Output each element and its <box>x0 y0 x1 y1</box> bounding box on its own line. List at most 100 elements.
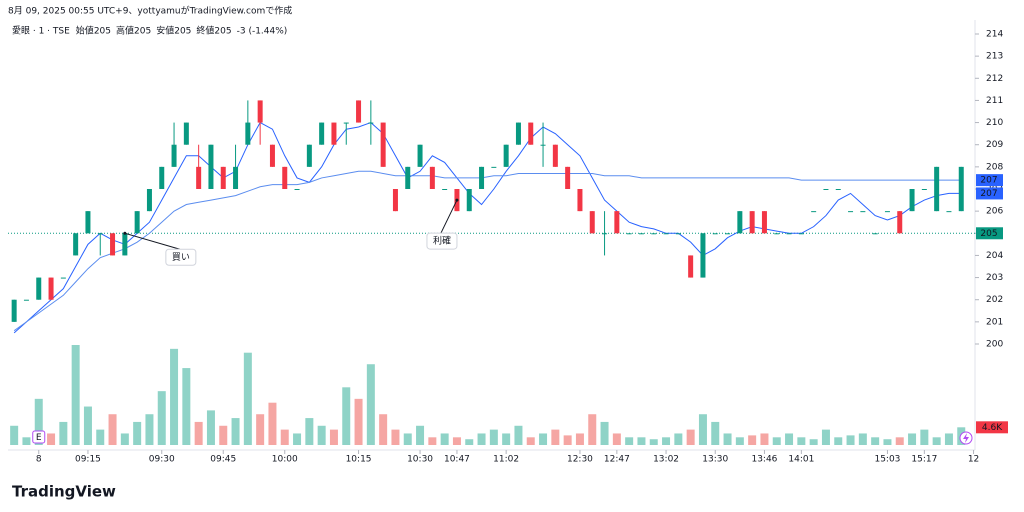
candle-body <box>835 189 841 190</box>
candle-body <box>466 189 472 212</box>
candle-body <box>552 144 558 167</box>
volume-bar <box>329 429 338 445</box>
caption: 8月 09, 2025 00:55 UTC+9、yottyamuがTrading… <box>8 5 292 17</box>
candle-body <box>798 233 804 235</box>
candle-body <box>233 166 239 189</box>
candle-body <box>884 211 890 213</box>
volume-bar <box>944 433 953 445</box>
candle-body <box>208 144 214 189</box>
volume-bar <box>908 433 917 445</box>
volume-bar <box>293 433 302 445</box>
candle-body <box>442 189 448 190</box>
volume-bar <box>588 414 597 445</box>
volume-bar <box>489 429 498 445</box>
x-tick-label: 14:01 <box>788 455 814 465</box>
candle-body <box>638 233 644 235</box>
volume-bar <box>428 437 437 445</box>
volume-bar <box>83 406 92 445</box>
candle-body <box>417 144 423 167</box>
volume-bar <box>895 437 904 445</box>
volume-bar <box>231 418 240 445</box>
volume-bar <box>47 433 56 445</box>
volume-bar <box>698 414 707 445</box>
volume-bar <box>686 429 695 445</box>
legend-text: 高値 <box>116 25 134 37</box>
volume-bar <box>809 439 818 445</box>
y-tick-label: 214 <box>986 30 1003 40</box>
volume-bar <box>834 437 843 445</box>
candle-body <box>946 211 952 213</box>
volume-bar <box>858 433 867 445</box>
candle-body <box>565 166 571 189</box>
volume-bar <box>575 433 584 445</box>
volume-bar <box>170 348 179 445</box>
volume-bar <box>846 435 855 445</box>
annotation-box <box>165 248 197 266</box>
volume-bar <box>243 352 252 445</box>
candle-body <box>737 211 743 234</box>
volume-bar <box>551 429 560 445</box>
legend-text: 205 <box>214 27 231 37</box>
y-tick-label: 208 <box>986 162 1003 172</box>
volume-bar <box>821 429 830 445</box>
ma-line <box>13 170 962 332</box>
volume-bar <box>797 437 806 445</box>
y-tick-label: 201 <box>986 317 1003 327</box>
volume-bar <box>34 398 43 445</box>
volume-bar <box>539 433 548 445</box>
volume-bar <box>526 437 535 445</box>
candle-body <box>73 233 79 256</box>
annotation-text: 利確 <box>433 235 451 247</box>
earnings-box <box>32 430 46 444</box>
volume-bar <box>625 437 634 445</box>
x-tick-label: 12:47 <box>604 455 630 465</box>
annotation-box <box>426 232 458 250</box>
candle-body <box>110 233 116 256</box>
candle-body <box>528 122 534 145</box>
candle-body <box>872 233 878 235</box>
candle-body <box>602 233 608 235</box>
candle-body <box>257 100 263 123</box>
volume-bar <box>317 425 326 445</box>
y-tick-label: 212 <box>986 74 1003 84</box>
legend-text: 205 <box>94 27 111 37</box>
x-tick-label: 15:17 <box>911 455 937 465</box>
volume-bar <box>379 414 388 445</box>
volume-bar <box>108 414 117 445</box>
candle-body <box>146 189 152 212</box>
price-tag-label: 207 <box>980 176 997 186</box>
annotation-leader <box>124 232 180 250</box>
y-tick-label: 202 <box>986 295 1003 305</box>
volume-bar <box>219 425 228 445</box>
candle-body <box>614 211 620 234</box>
candle-body <box>48 277 54 300</box>
candle-body <box>761 211 767 234</box>
annotation-leader <box>440 199 458 234</box>
legend-text: 始値 <box>76 25 94 37</box>
volume-bar <box>182 368 191 445</box>
x-tick-label: 13:02 <box>653 455 679 465</box>
candle-body <box>860 211 866 213</box>
earnings-marker: E <box>36 433 42 443</box>
x-tick-label: 09:30 <box>149 455 175 465</box>
candle-body <box>503 144 509 167</box>
legend-text: 終値 <box>196 25 214 37</box>
logo: TradingView <box>12 483 116 501</box>
volume-bar <box>748 435 757 445</box>
x-tick-label: 13:46 <box>751 455 777 465</box>
candle-body <box>897 211 903 234</box>
volume-bar <box>342 387 351 445</box>
volume-bar <box>711 421 720 445</box>
legend-text: 205 <box>174 27 191 37</box>
x-tick-label: 15:03 <box>874 455 900 465</box>
x-tick-label: 10:00 <box>272 455 298 465</box>
candle-body <box>319 122 325 145</box>
candle-body <box>405 166 411 189</box>
volume-bar <box>871 437 880 445</box>
volume-bar <box>206 410 215 445</box>
candle-body <box>134 211 140 234</box>
candle-body <box>712 233 718 235</box>
volume-bar <box>440 433 449 445</box>
candle-body <box>626 233 632 235</box>
volume-bar <box>354 398 363 445</box>
